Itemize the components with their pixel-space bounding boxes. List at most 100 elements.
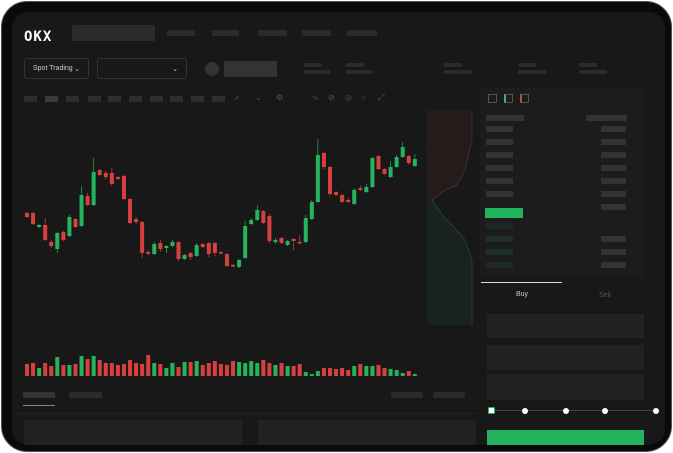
camera-icon[interactable]: ◎ bbox=[345, 93, 352, 102]
ask-amount bbox=[601, 165, 626, 171]
book-bids-icon[interactable] bbox=[504, 94, 513, 103]
timeframe-button[interactable] bbox=[212, 96, 225, 102]
candle-body bbox=[73, 219, 78, 227]
volume-bar bbox=[406, 371, 411, 376]
candle-body bbox=[182, 255, 187, 259]
volume-bar bbox=[218, 364, 223, 376]
candle-body bbox=[346, 200, 351, 202]
candle-body bbox=[224, 254, 229, 266]
search-bar[interactable] bbox=[72, 25, 155, 41]
stat-value bbox=[304, 70, 330, 74]
timeframe-button[interactable] bbox=[88, 96, 101, 102]
candle-body bbox=[364, 187, 369, 192]
timeframe-button[interactable] bbox=[191, 96, 204, 102]
volume-bar bbox=[231, 361, 236, 376]
candle-body bbox=[237, 260, 242, 267]
candle-body bbox=[79, 195, 84, 226]
candle-body bbox=[146, 252, 151, 254]
candle-body bbox=[200, 244, 205, 247]
bid-price bbox=[486, 262, 513, 268]
buy-tab-indicator bbox=[481, 282, 562, 283]
nav-item[interactable] bbox=[302, 30, 331, 36]
volume-bar bbox=[176, 367, 181, 376]
volume-bar bbox=[243, 363, 248, 376]
line-icon[interactable]: ∿ bbox=[312, 93, 319, 102]
slider-step[interactable] bbox=[602, 408, 608, 414]
ask-amount bbox=[601, 204, 626, 210]
buy-button[interactable] bbox=[487, 430, 644, 445]
tab-history[interactable] bbox=[69, 392, 102, 398]
volume-bar bbox=[37, 368, 42, 376]
timeframe-button[interactable] bbox=[66, 96, 79, 102]
candle-body bbox=[279, 238, 284, 243]
volume-bar bbox=[146, 355, 151, 376]
volume-bar bbox=[400, 373, 405, 376]
bid-amount bbox=[601, 262, 626, 268]
tab-open-orders[interactable] bbox=[23, 392, 55, 398]
market-type-label: Spot Trading bbox=[33, 65, 73, 72]
book-asks-icon[interactable] bbox=[520, 94, 529, 103]
slider-step[interactable] bbox=[653, 408, 659, 414]
candle-body bbox=[412, 159, 417, 166]
timeframe-button[interactable] bbox=[108, 96, 121, 102]
volume-bar bbox=[267, 363, 272, 376]
candle-body bbox=[261, 211, 266, 223]
ask-price bbox=[486, 139, 513, 145]
volume-bar bbox=[43, 363, 48, 376]
timeframe-button[interactable] bbox=[24, 96, 37, 102]
volume-bar bbox=[55, 357, 60, 376]
refresh-icon[interactable]: ○ bbox=[361, 93, 366, 102]
volume-bar bbox=[115, 365, 120, 376]
slider-step[interactable] bbox=[563, 408, 569, 414]
volume-bar bbox=[31, 363, 36, 376]
volume-bar bbox=[85, 359, 90, 376]
stat-value bbox=[579, 70, 607, 74]
chart-type-icon[interactable]: ⌄ bbox=[255, 93, 262, 102]
okx-logo: OKX bbox=[24, 29, 53, 45]
book-both-icon[interactable] bbox=[488, 94, 497, 103]
timeframe-button[interactable] bbox=[150, 96, 163, 102]
candlestick-chart[interactable] bbox=[17, 110, 427, 382]
volume-bar bbox=[224, 365, 229, 376]
pair-dropdown[interactable]: ⌄ bbox=[97, 58, 187, 79]
volume-bar bbox=[261, 360, 266, 376]
volume-bar bbox=[200, 365, 205, 376]
filter-button[interactable] bbox=[433, 392, 465, 398]
slider-handle[interactable] bbox=[488, 407, 495, 414]
volume-bar bbox=[206, 363, 211, 376]
price-input[interactable] bbox=[487, 314, 644, 338]
ask-amount bbox=[601, 191, 626, 197]
nav-item[interactable] bbox=[212, 30, 239, 36]
candle-body bbox=[170, 242, 175, 246]
draw-icon[interactable]: ⊘ bbox=[328, 93, 335, 102]
candle-body bbox=[206, 243, 211, 254]
volume-bar bbox=[328, 368, 332, 376]
volume-bar bbox=[279, 363, 284, 376]
slider-step[interactable] bbox=[522, 408, 528, 414]
leverage-slider[interactable] bbox=[490, 410, 658, 411]
total-input[interactable] bbox=[487, 374, 644, 400]
volume-bar bbox=[128, 360, 133, 376]
volume-bar bbox=[134, 363, 139, 376]
bid-amount bbox=[601, 249, 626, 255]
stat-value bbox=[518, 70, 546, 74]
nav-item[interactable] bbox=[258, 30, 287, 36]
divider bbox=[12, 413, 477, 414]
volume-bar bbox=[388, 369, 393, 376]
chevron-down-icon: ⌄ bbox=[172, 65, 178, 73]
timeframe-button[interactable] bbox=[129, 96, 142, 102]
settings-icon[interactable]: ⚙ bbox=[276, 93, 284, 102]
timeframe-button[interactable] bbox=[170, 96, 183, 102]
fullscreen-icon[interactable]: ⤢ bbox=[378, 93, 385, 102]
candle-body bbox=[218, 252, 223, 254]
sell-tab[interactable]: Sell bbox=[599, 292, 611, 299]
amount-input[interactable] bbox=[487, 345, 644, 370]
indicator-icon[interactable]: ⩘ bbox=[234, 93, 239, 102]
buy-tab[interactable]: Buy bbox=[516, 291, 529, 298]
nav-item[interactable] bbox=[167, 30, 195, 36]
timeframe-button[interactable] bbox=[45, 96, 58, 102]
filter-button[interactable] bbox=[391, 392, 423, 398]
market-type-dropdown[interactable]: Spot Trading ⌄ bbox=[24, 58, 89, 79]
bid-amount bbox=[601, 236, 626, 242]
nav-item[interactable] bbox=[347, 30, 377, 36]
